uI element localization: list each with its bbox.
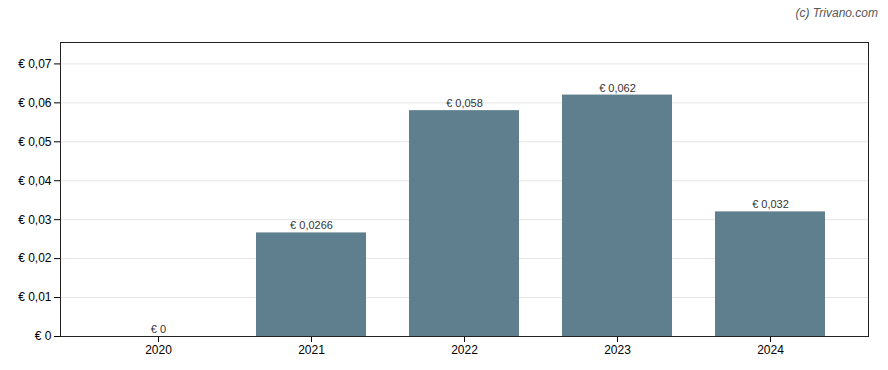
svg-text:2023: 2023 (604, 343, 631, 357)
html-text:(c) Trivano.com: (c) Trivano.com (795, 6, 878, 20)
svg-text:€ 0,032: € 0,032 (752, 198, 789, 210)
svg-text:2022: 2022 (451, 343, 478, 357)
svg-text:€ 0,01: € 0,01 (18, 290, 52, 304)
svg-text:2021: 2021 (298, 343, 325, 357)
svg-text:€ 0,058: € 0,058 (446, 97, 483, 109)
svg-text:€ 0,04: € 0,04 (18, 174, 52, 188)
svg-text:2024: 2024 (757, 343, 784, 357)
svg-text:€ 0,0266: € 0,0266 (290, 219, 333, 231)
svg-text:€ 0: € 0 (151, 323, 166, 335)
svg-text:€ 0,02: € 0,02 (18, 251, 52, 265)
svg-text:€ 0,03: € 0,03 (18, 213, 52, 227)
svg-text:2020: 2020 (145, 343, 172, 357)
svg-text:€ 0,05: € 0,05 (18, 135, 52, 149)
svg-text:€ 0: € 0 (35, 329, 52, 343)
svg-text:€ 0,062: € 0,062 (599, 82, 636, 94)
svg-text:€ 0,06: € 0,06 (18, 96, 52, 110)
svg-text:€ 0,07: € 0,07 (18, 57, 52, 71)
